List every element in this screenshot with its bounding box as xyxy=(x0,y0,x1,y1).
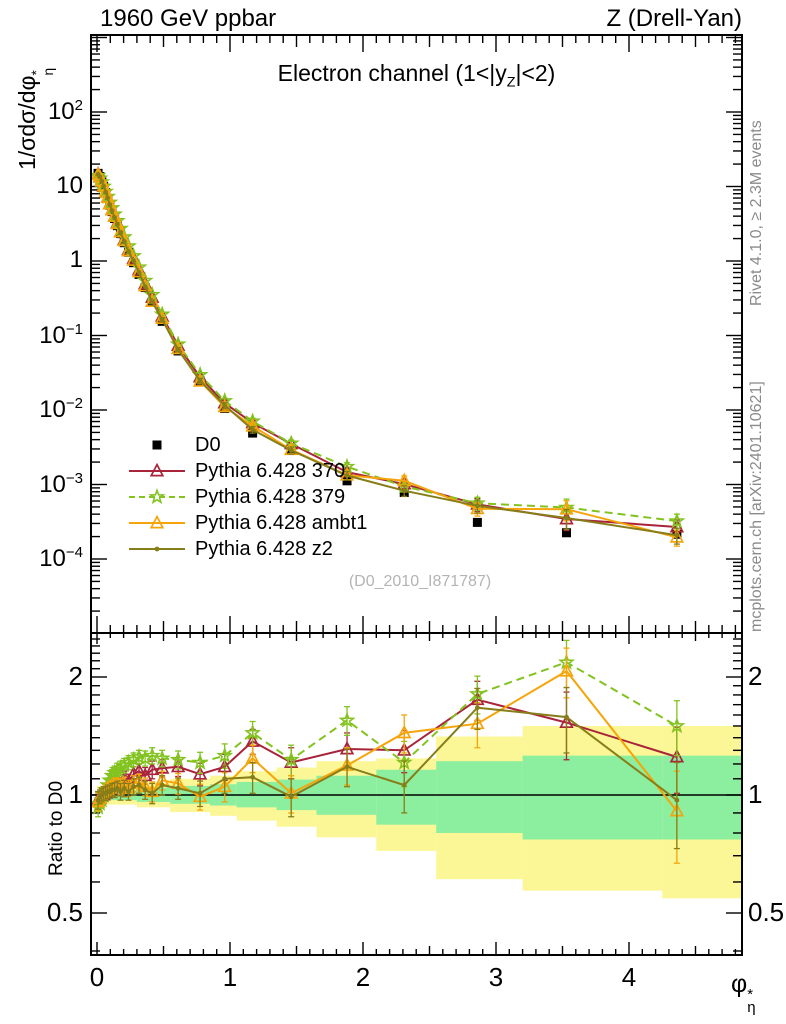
legend-item-pythia-ambt1: Pythia 6.428 ambt1 xyxy=(128,510,367,536)
main-y-tick-label: 10−1 xyxy=(39,320,83,349)
plot-title-text: Electron channel (1<|y xyxy=(277,60,507,86)
legend-marker-pythia-ambt1 xyxy=(129,514,185,529)
main-y-tick-label: 10−3 xyxy=(39,469,83,498)
ratio-y-tick-label: 0.5 xyxy=(46,897,83,927)
x-tick-label: 4 xyxy=(621,962,637,992)
legend-label: Pythia 6.428 z2 xyxy=(195,537,333,560)
main-y-tick-label: 1 xyxy=(69,246,83,273)
x-tick-label: 2 xyxy=(355,962,371,992)
ratio-y-tick-label-right: 0.5 xyxy=(748,897,785,927)
x-tick-label: 3 xyxy=(488,962,504,992)
main-y-tick-label: 10−2 xyxy=(39,395,83,423)
rivet-version-caption: Rivet 4.1.0, ≥ 2.3M events xyxy=(748,120,765,306)
analysis-id-watermark: (D0_2010_I871787) xyxy=(348,573,492,590)
x-tick-label: 1 xyxy=(222,962,238,992)
main-y-tick-label: 102 xyxy=(47,97,83,125)
legend-marker-d0 xyxy=(152,440,162,450)
phi-sup: * xyxy=(747,985,754,1003)
y-axis-label-text: 1/σdσ/dφ xyxy=(14,75,40,170)
phi-star-eta: * η xyxy=(29,67,56,76)
legend-label: Pythia 6.428 370 xyxy=(195,459,346,482)
ratio-y-tick-label-right: 1 xyxy=(748,779,763,809)
plot-title-sub: Z xyxy=(506,74,516,91)
process-label: Z (Drell-Yan) xyxy=(606,5,742,32)
x-axis-label: φ * η xyxy=(731,970,756,1014)
ratio-y-tick-label-right: 2 xyxy=(748,660,763,691)
legend-item-pythia-379: Pythia 6.428 379 xyxy=(128,484,367,510)
legend-item-d0: D0 xyxy=(128,432,367,458)
mcplots-arxiv-caption: mcplots.cern.ch [arXiv:2401.10621] xyxy=(748,381,765,632)
legend-label: Pythia 6.428 379 xyxy=(195,485,346,508)
phi-sub: η xyxy=(747,998,756,1016)
x-tick-label: 0 xyxy=(89,962,105,992)
legend-label: Pythia 6.428 ambt1 xyxy=(195,511,368,534)
legend-marker-pythia-370 xyxy=(129,462,185,477)
legend-item-pythia-370: Pythia 6.428 370 xyxy=(128,458,367,484)
main-y-tick-label: 10 xyxy=(56,171,83,199)
main-y-tick-label: 10−4 xyxy=(39,544,83,572)
phi-sub: η xyxy=(40,67,56,76)
legend-item-pythia-z2: Pythia 6.428 z2 xyxy=(128,536,367,562)
beam-energy-label: 1960 GeV ppbar xyxy=(100,5,277,32)
ratio-y-tick-label: 1 xyxy=(68,779,83,809)
plot-title: Electron channel (1<|yZ|<2) xyxy=(91,60,742,91)
phi-star-eta: * η xyxy=(747,985,756,1016)
legend-label: D0 xyxy=(195,433,221,456)
legend-marker-pythia-379 xyxy=(129,488,185,505)
x-axis-label-text: φ xyxy=(731,970,748,998)
ratio-y-tick-label: 2 xyxy=(68,660,83,691)
legend-marker-pythia-z2 xyxy=(129,546,185,552)
ratio-y-axis-label: Ratio to D0 xyxy=(46,780,67,876)
plot-title-post: |<2) xyxy=(515,60,556,86)
legend: D0 Pythia 6.428 370 Pythia 6.428 379 Pyt… xyxy=(128,432,367,562)
